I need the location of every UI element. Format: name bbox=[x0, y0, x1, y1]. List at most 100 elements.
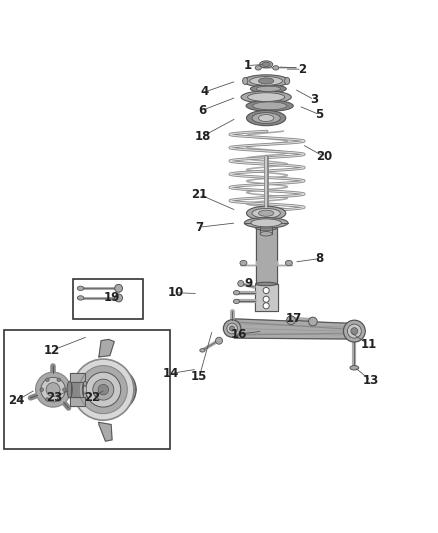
Circle shape bbox=[46, 398, 49, 401]
Circle shape bbox=[46, 383, 60, 397]
Circle shape bbox=[115, 294, 123, 302]
Text: 24: 24 bbox=[8, 394, 24, 407]
Text: 11: 11 bbox=[360, 338, 376, 351]
Text: 14: 14 bbox=[163, 367, 179, 380]
Ellipse shape bbox=[247, 110, 286, 126]
Text: 21: 21 bbox=[191, 188, 208, 201]
Polygon shape bbox=[99, 422, 112, 441]
Text: 10: 10 bbox=[167, 286, 184, 299]
Polygon shape bbox=[240, 261, 292, 265]
Ellipse shape bbox=[84, 385, 86, 394]
Ellipse shape bbox=[258, 210, 274, 216]
Polygon shape bbox=[70, 373, 85, 406]
Ellipse shape bbox=[256, 86, 281, 92]
Circle shape bbox=[93, 379, 114, 400]
Bar bbox=[4, 330, 170, 449]
Ellipse shape bbox=[256, 226, 277, 230]
Text: 12: 12 bbox=[44, 344, 60, 357]
Circle shape bbox=[347, 324, 361, 338]
Text: 13: 13 bbox=[363, 374, 379, 387]
Polygon shape bbox=[255, 284, 278, 311]
Ellipse shape bbox=[258, 115, 274, 122]
Polygon shape bbox=[99, 340, 114, 357]
Circle shape bbox=[263, 287, 269, 294]
Polygon shape bbox=[256, 228, 277, 284]
Circle shape bbox=[63, 388, 66, 391]
Text: 19: 19 bbox=[104, 290, 120, 304]
Ellipse shape bbox=[262, 62, 270, 67]
Ellipse shape bbox=[78, 286, 84, 290]
Circle shape bbox=[86, 372, 121, 407]
Polygon shape bbox=[71, 382, 83, 398]
Ellipse shape bbox=[250, 77, 283, 85]
Circle shape bbox=[40, 388, 43, 391]
Ellipse shape bbox=[82, 381, 88, 398]
Text: 9: 9 bbox=[244, 277, 253, 289]
Circle shape bbox=[308, 317, 317, 326]
Ellipse shape bbox=[252, 112, 280, 124]
Ellipse shape bbox=[240, 261, 247, 265]
Text: 3: 3 bbox=[310, 93, 318, 106]
Ellipse shape bbox=[260, 61, 273, 68]
Ellipse shape bbox=[246, 100, 293, 111]
Ellipse shape bbox=[67, 381, 72, 398]
Ellipse shape bbox=[241, 91, 291, 103]
Text: 17: 17 bbox=[286, 311, 302, 325]
Text: 23: 23 bbox=[46, 391, 62, 404]
Ellipse shape bbox=[260, 231, 272, 236]
Ellipse shape bbox=[247, 93, 285, 101]
Ellipse shape bbox=[233, 299, 240, 304]
Circle shape bbox=[227, 323, 237, 334]
Circle shape bbox=[46, 378, 49, 382]
Polygon shape bbox=[244, 223, 288, 234]
Text: 15: 15 bbox=[191, 370, 208, 383]
Ellipse shape bbox=[285, 77, 290, 84]
Text: 20: 20 bbox=[316, 150, 332, 163]
Circle shape bbox=[351, 328, 358, 335]
Ellipse shape bbox=[252, 208, 280, 218]
Circle shape bbox=[79, 366, 127, 414]
Circle shape bbox=[263, 296, 269, 302]
Circle shape bbox=[263, 303, 269, 309]
Text: 6: 6 bbox=[198, 104, 207, 117]
Circle shape bbox=[57, 398, 60, 401]
Text: 16: 16 bbox=[230, 328, 247, 341]
Text: 1: 1 bbox=[244, 59, 251, 72]
Ellipse shape bbox=[243, 77, 248, 84]
Text: 2: 2 bbox=[298, 63, 306, 76]
Ellipse shape bbox=[350, 366, 359, 370]
Circle shape bbox=[238, 280, 244, 287]
Text: 7: 7 bbox=[195, 221, 203, 233]
Polygon shape bbox=[234, 319, 349, 339]
Circle shape bbox=[57, 378, 60, 382]
Ellipse shape bbox=[78, 296, 84, 300]
Text: 5: 5 bbox=[315, 108, 324, 121]
Ellipse shape bbox=[253, 102, 287, 110]
Ellipse shape bbox=[247, 206, 286, 220]
Ellipse shape bbox=[256, 282, 277, 286]
Circle shape bbox=[215, 337, 223, 344]
Circle shape bbox=[41, 377, 65, 402]
Ellipse shape bbox=[251, 219, 282, 227]
Ellipse shape bbox=[258, 78, 274, 84]
Circle shape bbox=[115, 285, 123, 292]
Circle shape bbox=[98, 384, 109, 395]
Circle shape bbox=[223, 320, 241, 337]
Bar bbox=[73, 279, 143, 319]
Ellipse shape bbox=[286, 261, 292, 265]
Circle shape bbox=[73, 359, 134, 420]
Ellipse shape bbox=[200, 349, 205, 352]
Ellipse shape bbox=[244, 217, 288, 228]
Circle shape bbox=[287, 316, 295, 325]
Ellipse shape bbox=[243, 75, 289, 87]
Text: 4: 4 bbox=[201, 85, 209, 99]
Text: 22: 22 bbox=[84, 391, 100, 404]
Text: 18: 18 bbox=[194, 130, 211, 143]
Ellipse shape bbox=[251, 85, 286, 93]
Circle shape bbox=[35, 372, 71, 407]
Ellipse shape bbox=[233, 290, 240, 295]
Circle shape bbox=[343, 320, 365, 342]
Polygon shape bbox=[71, 364, 136, 416]
Ellipse shape bbox=[255, 66, 261, 70]
Ellipse shape bbox=[273, 66, 279, 70]
